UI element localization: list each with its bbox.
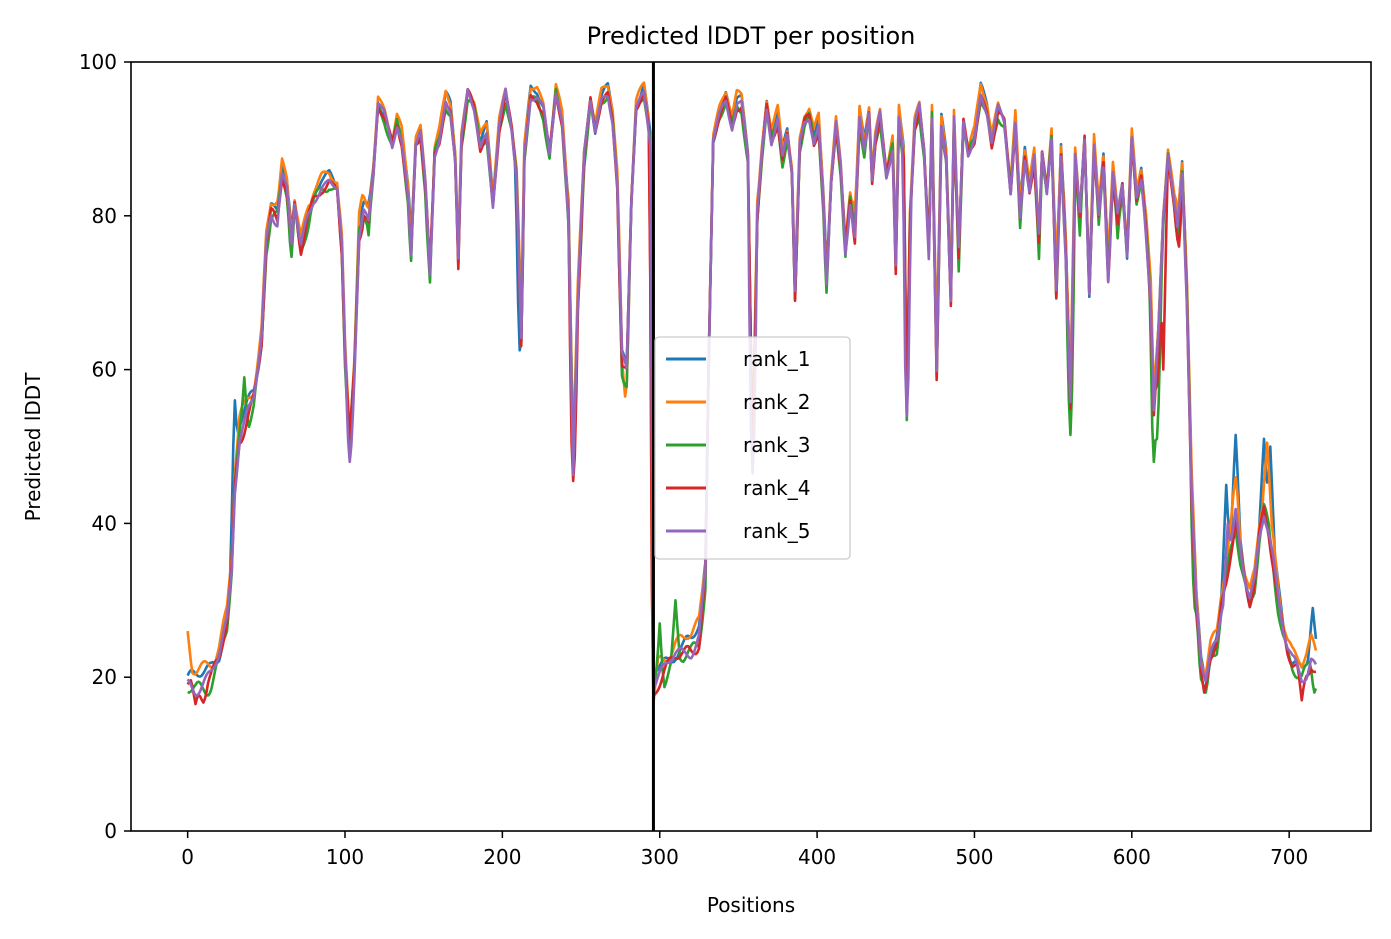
x-tick-label: 700 [1270, 845, 1308, 869]
legend-label-rank-3: rank_3 [743, 433, 810, 457]
x-tick-label: 200 [483, 845, 521, 869]
legend: rank_1 rank_2 rank_3 rank_4 rank_5 [654, 336, 851, 560]
y-tick-label: 20 [92, 665, 117, 689]
x-tick-label: 100 [326, 845, 364, 869]
legend-label-rank-1: rank_1 [743, 347, 810, 371]
legend-label-rank-4: rank_4 [743, 476, 810, 500]
legend-label-rank-2: rank_2 [743, 390, 810, 414]
chart-title: Predicted lDDT per position [587, 22, 916, 50]
y-axis-label: Predicted lDDT [21, 372, 45, 522]
axis-ticks: 0 100 200 300 400 500 600 700 0 20 40 60 80 100 [79, 50, 1308, 869]
y-tick-label: 100 [79, 50, 117, 74]
legend-box [654, 336, 851, 560]
x-tick-label: 300 [641, 845, 679, 869]
y-tick-label: 40 [92, 511, 117, 535]
x-tick-label: 600 [1113, 845, 1151, 869]
y-tick-label: 80 [92, 204, 117, 228]
y-tick-label: 60 [92, 358, 117, 382]
x-tick-label: 400 [798, 845, 836, 869]
legend-label-rank-5: rank_5 [743, 519, 810, 543]
plot-frame [130, 61, 1372, 832]
y-tick-label: 0 [104, 819, 117, 843]
x-tick-label: 0 [181, 845, 194, 869]
x-axis-label: Positions [707, 893, 795, 917]
x-tick-label: 500 [955, 845, 993, 869]
